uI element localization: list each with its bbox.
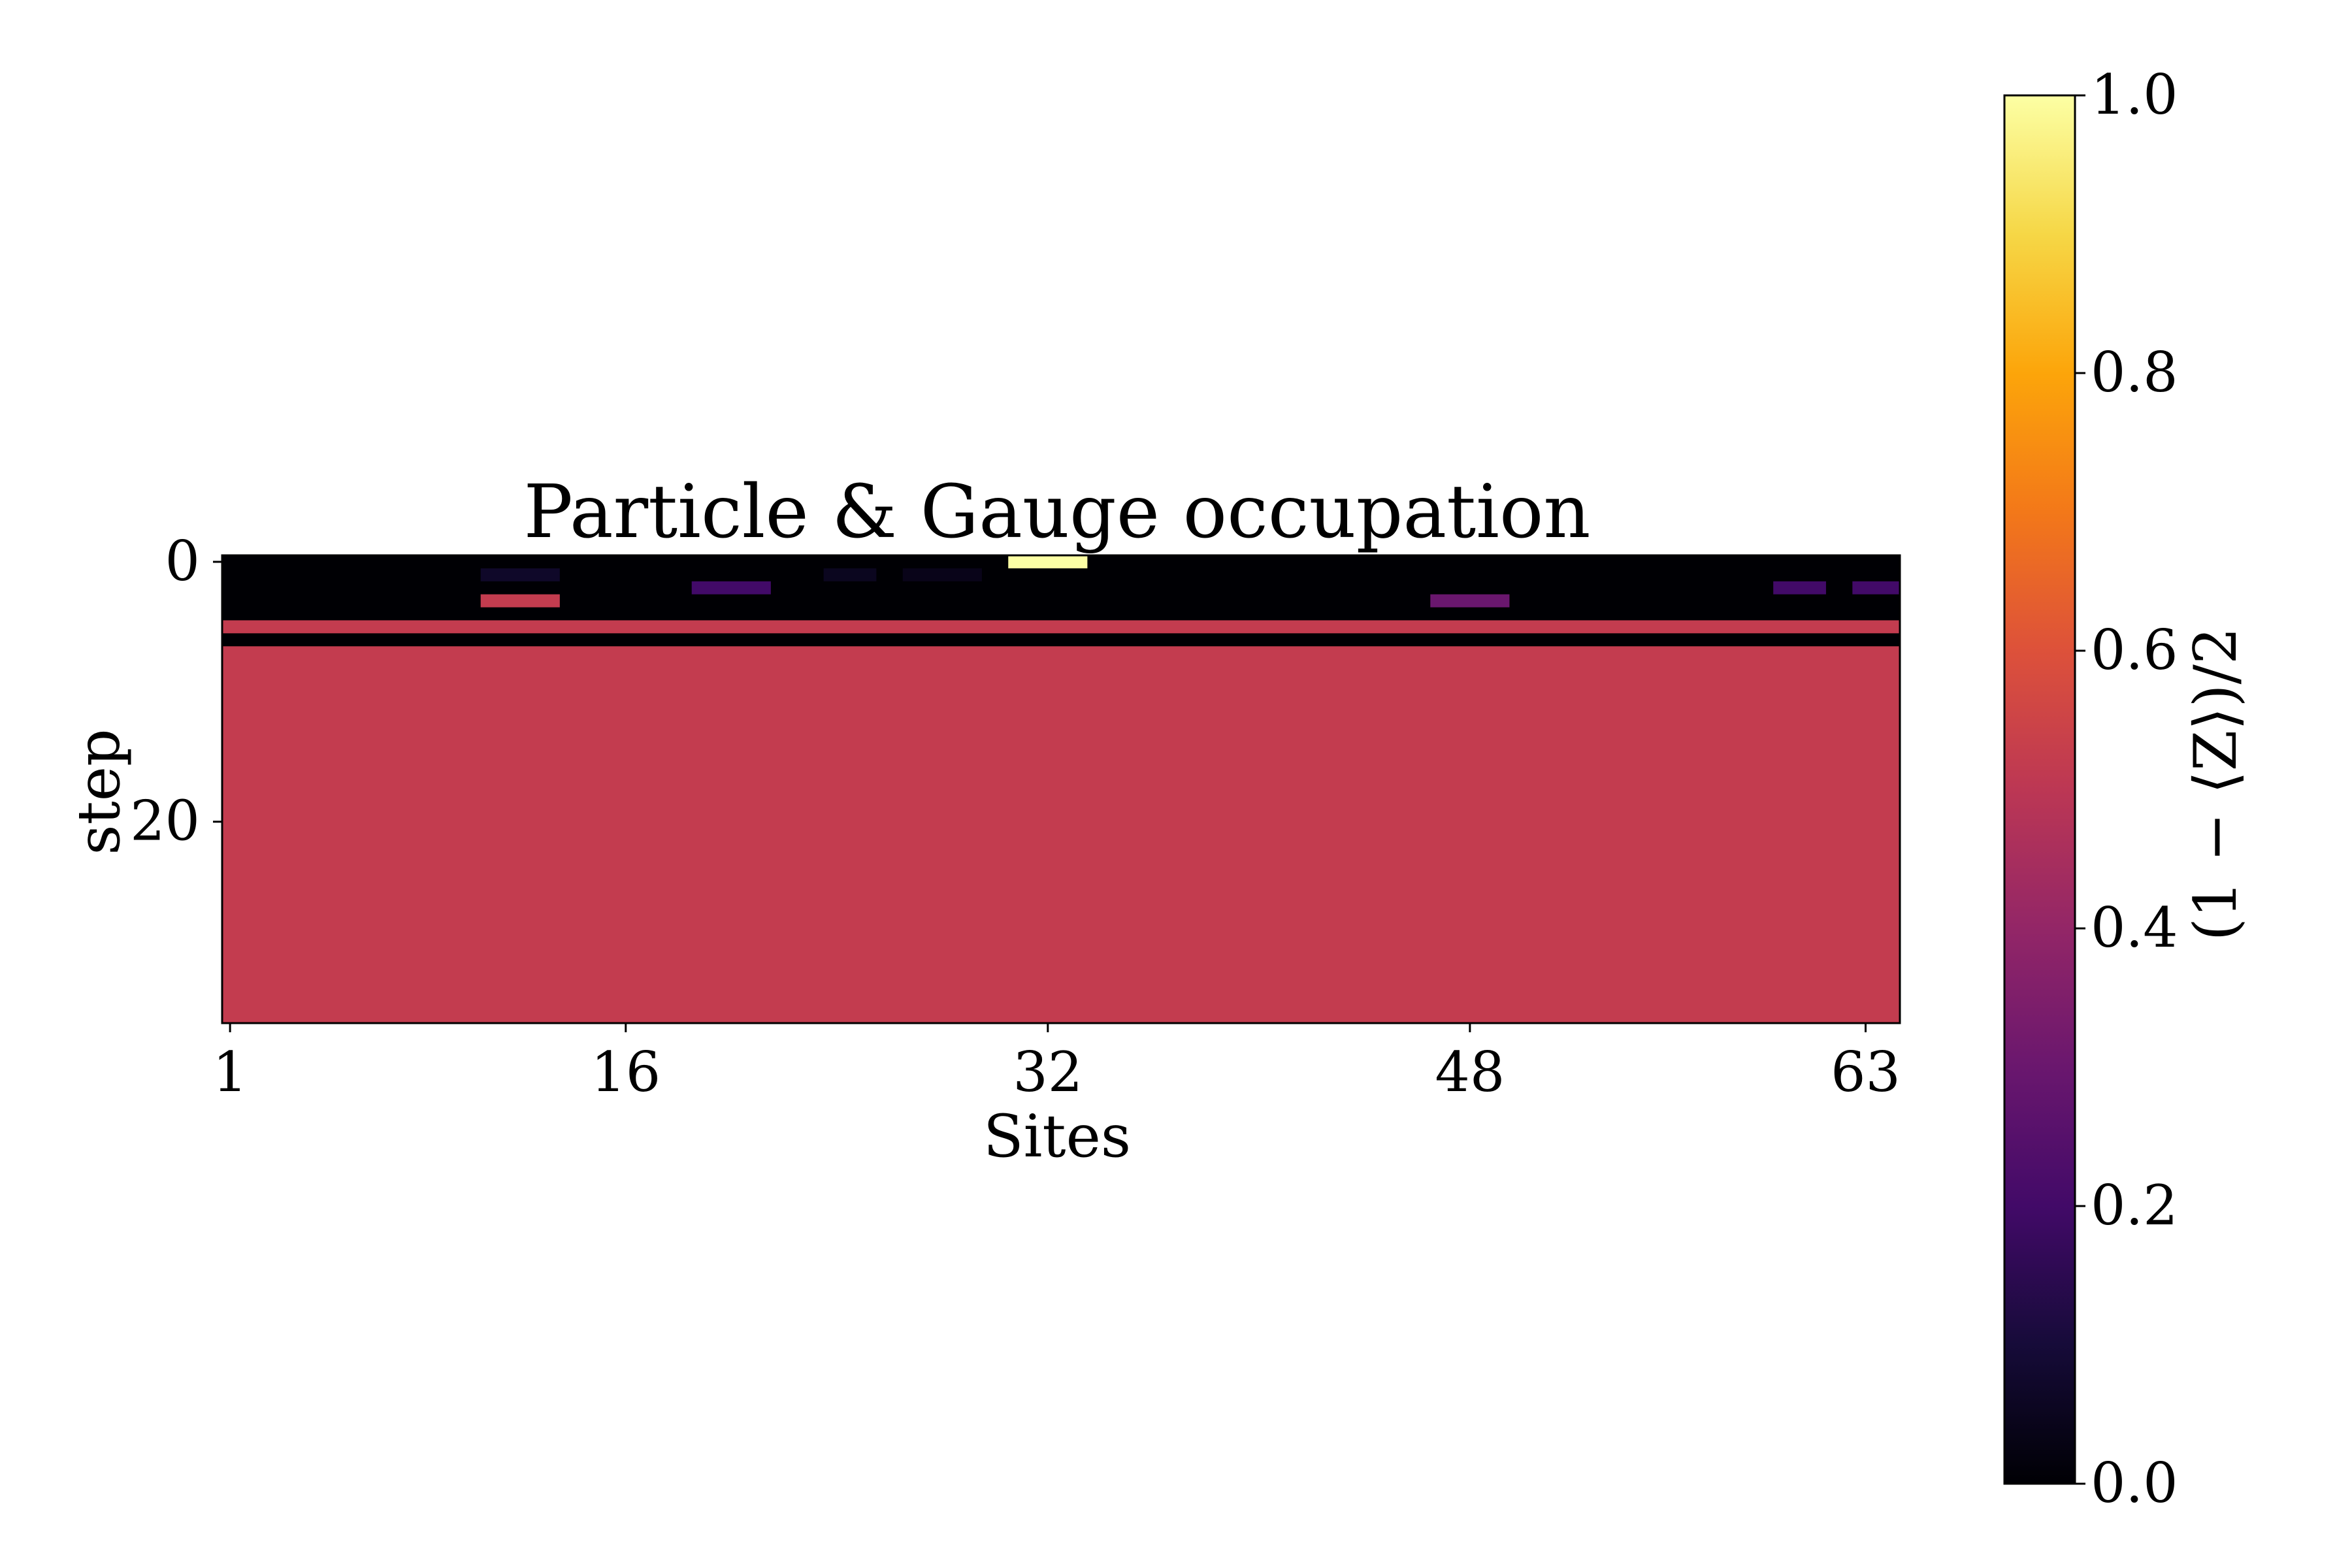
heatmap-cell-4 [691, 581, 771, 595]
y-axis-ticks: 0 20 [130, 529, 222, 853]
y-tick-label: 0 [165, 529, 200, 593]
heatmap-cell-5 [1773, 581, 1826, 595]
heatmap-cell-7 [480, 594, 560, 608]
colorbar-label: (1 − ⟨Z⟩)/2 [2181, 627, 2250, 941]
x-tick-label: 1 [212, 1040, 247, 1104]
y-tick-label: 20 [130, 789, 200, 853]
heatmap-cell-6 [1852, 581, 1900, 595]
heatmap-cell-3 [902, 568, 982, 581]
colorbar-ticks: 0.0 0.2 0.4 0.6 0.8 1.0 [2075, 63, 2178, 1515]
colorbar-tick-label: 0.6 [2091, 618, 2178, 682]
x-axis-ticks: 1 16 32 48 63 [212, 1023, 1901, 1104]
x-axis-label: Sites [983, 1102, 1131, 1171]
heatmap-cell-0 [1008, 555, 1088, 568]
heatmap-row-band-1 [222, 646, 1900, 1023]
x-tick-label: 63 [1831, 1040, 1901, 1104]
x-tick-label: 16 [591, 1040, 661, 1104]
colorbar [2003, 94, 2076, 1485]
x-tick-label: 48 [1435, 1040, 1505, 1104]
colorbar-tick-label: 1.0 [2091, 63, 2178, 127]
heatmap-cell-8 [1430, 594, 1510, 608]
colorbar-tick-label: 0.8 [2091, 340, 2178, 404]
x-tick-label: 32 [1013, 1040, 1083, 1104]
heatmap-row-band-0 [222, 620, 1900, 634]
colorbar-tick-label: 0.0 [2091, 1451, 2178, 1515]
colorbar-tick-label: 0.2 [2091, 1173, 2178, 1237]
plot-area [222, 555, 1900, 1023]
y-axis-label: step [65, 728, 133, 855]
heatmap-cell-2 [823, 568, 877, 581]
colorbar-tick-label: 0.4 [2091, 896, 2178, 960]
heatmap-cell-1 [480, 568, 560, 581]
plot-frame [221, 554, 1901, 1024]
chart-title: Particle & Gauge occupation [523, 470, 1590, 555]
